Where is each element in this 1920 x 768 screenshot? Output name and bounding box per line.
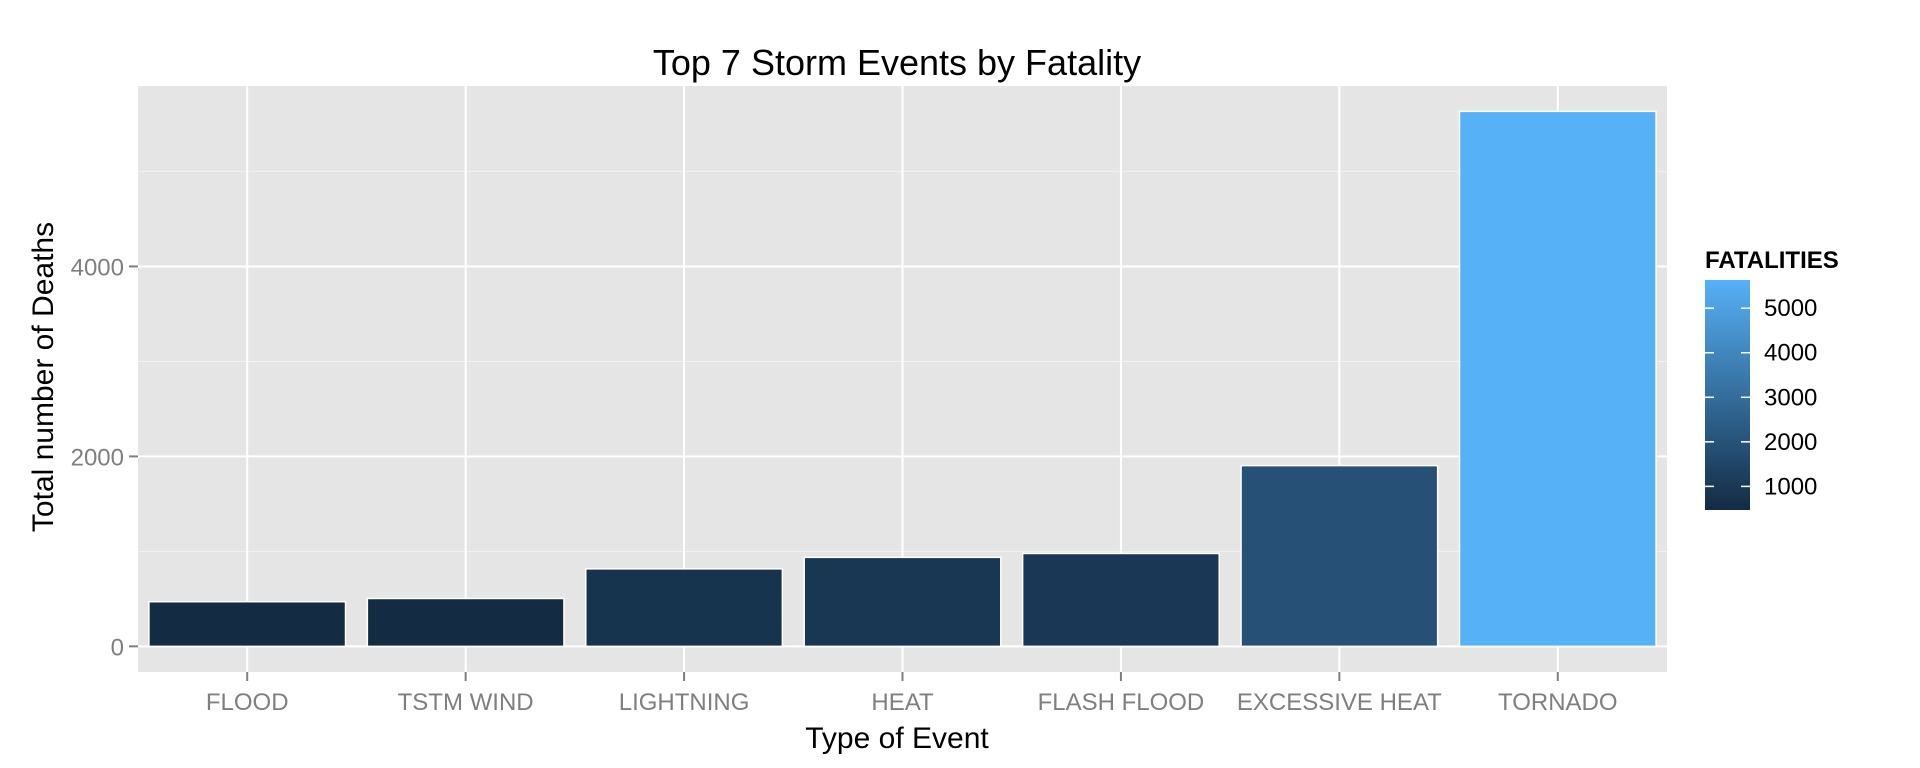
chart-title: Top 7 Storm Events by Fatality (653, 42, 1141, 83)
bars (148, 110, 1657, 648)
x-tick-label: LIGHTNING (619, 689, 750, 716)
legend-title: FATALITIES (1705, 247, 1839, 274)
x-tick-label: HEAT (871, 689, 934, 716)
legend-label: 1000 (1764, 473, 1817, 500)
legend-label: 2000 (1764, 429, 1817, 456)
x-tick-label: TORNADO (1498, 689, 1618, 716)
bar-tornado (1458, 110, 1657, 648)
legend-ticks: 1000 2000 3000 4000 5000 (1705, 295, 1817, 500)
legend: FATALITIES 1000 2000 3000 4000 5000 (1705, 247, 1839, 510)
y-tick-label: 4000 (71, 254, 124, 281)
legend-colorbar (1705, 280, 1750, 510)
x-tick-label: FLOOD (206, 689, 289, 716)
bar-excessive-heat (1240, 464, 1439, 648)
y-tick-label: 0 (111, 634, 124, 661)
x-tick-label: EXCESSIVE HEAT (1237, 689, 1442, 716)
bar-flash-flood (1021, 552, 1220, 648)
x-axis-title: Type of Event (805, 722, 989, 755)
y-tick-label: 2000 (71, 444, 124, 471)
y-axis: 0 2000 4000 (71, 254, 138, 661)
bar-flood (148, 600, 347, 648)
x-axis: FLOOD TSTM WIND LIGHTNING HEAT FLASH FLOOD EX… (206, 672, 1618, 716)
legend-label: 5000 (1764, 295, 1817, 322)
bar-heat (803, 556, 1002, 648)
x-tick-label: TSTM WIND (398, 689, 534, 716)
legend-label: 3000 (1764, 384, 1817, 411)
x-tick-label: FLASH FLOOD (1038, 689, 1205, 716)
bar-lightning (585, 568, 784, 648)
y-axis-title: Total number of Deaths (27, 222, 60, 532)
bar-tstm-wind (366, 597, 565, 648)
legend-label: 4000 (1764, 340, 1817, 367)
